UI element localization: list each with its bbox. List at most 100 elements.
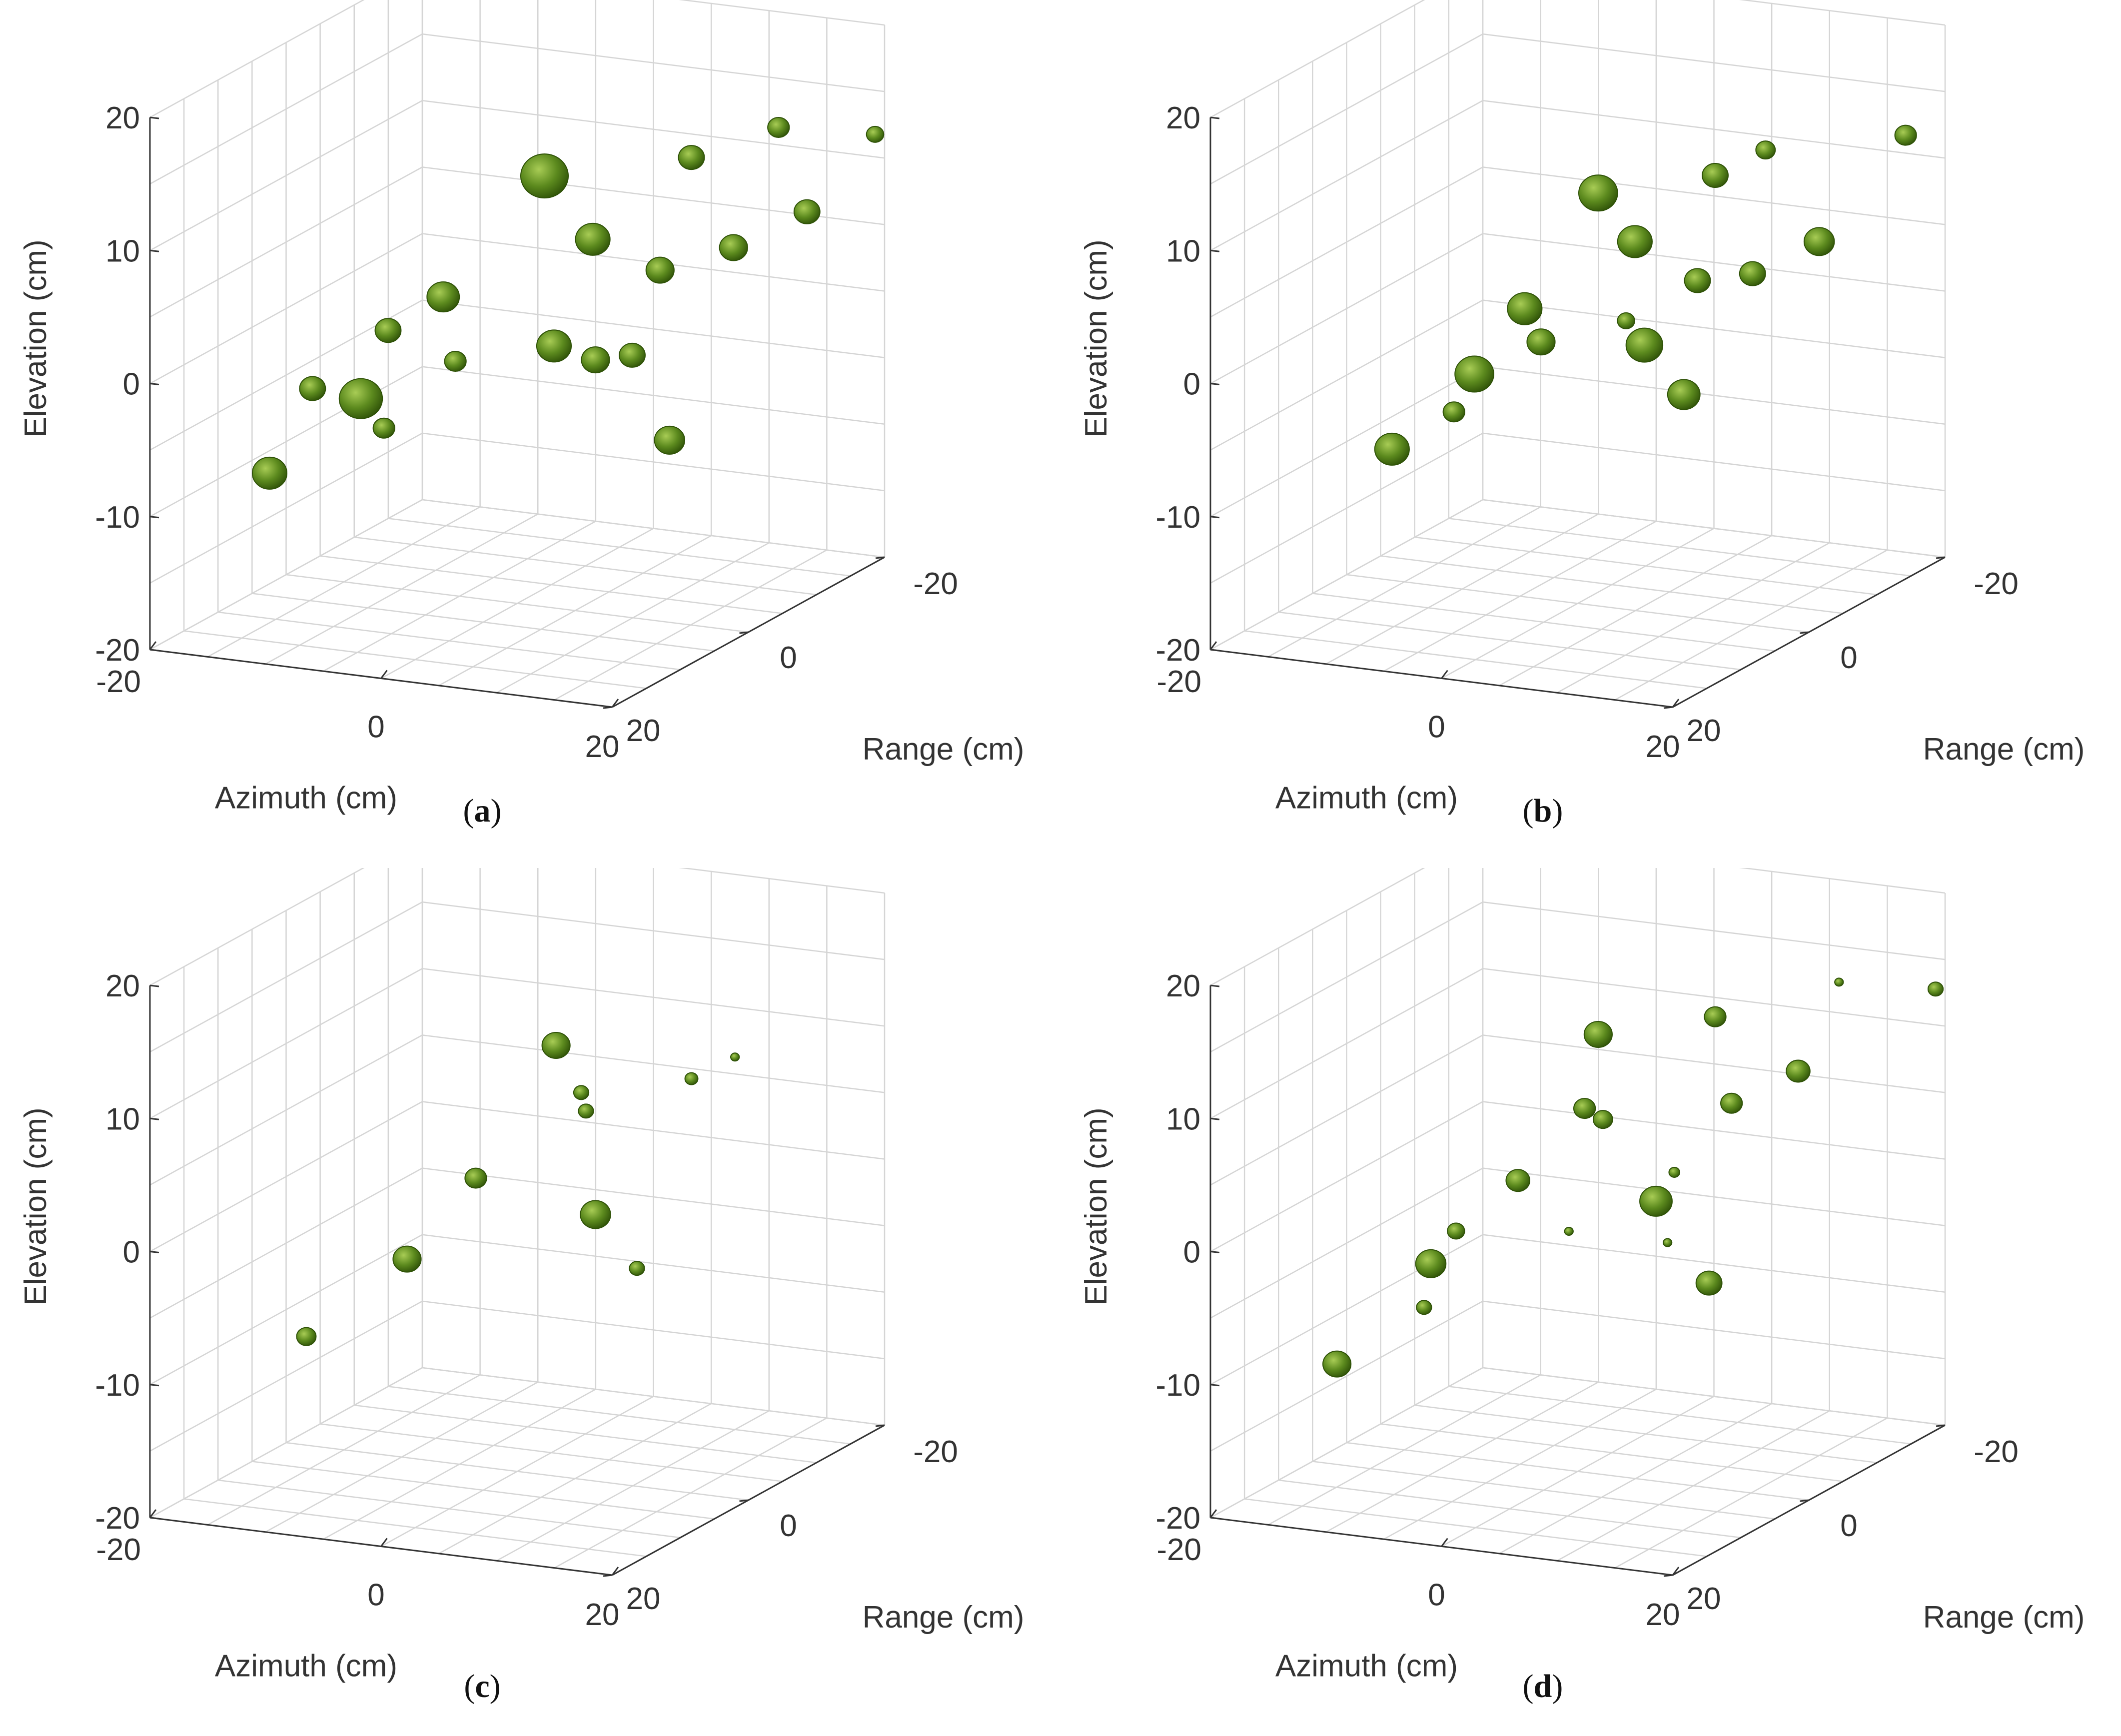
grid-line xyxy=(1244,1498,1707,1557)
data-point xyxy=(1668,1167,1681,1178)
data-point xyxy=(645,256,675,284)
data-point xyxy=(296,1327,317,1346)
range-tick xyxy=(739,1499,749,1502)
elevation-tick-label: -10 xyxy=(1155,500,1200,535)
elevation-tick-label: -10 xyxy=(1155,1368,1200,1403)
data-point xyxy=(1625,327,1664,363)
axis-lines xyxy=(149,116,885,709)
azimuth-tick-label: 20 xyxy=(1646,730,1680,764)
azimuth-axis-label: Azimuth (cm) xyxy=(215,781,397,816)
range-tick-label: 20 xyxy=(626,1582,661,1616)
data-point xyxy=(581,346,610,374)
elevation-tick xyxy=(1210,1251,1220,1253)
grid-line xyxy=(1210,33,1483,185)
data-point xyxy=(573,1085,590,1100)
grid-line xyxy=(1557,1410,1830,1562)
elevation-axis-label: Elevation (cm) xyxy=(1079,239,1113,437)
grid-line xyxy=(1499,1403,1772,1554)
azimuth-axis-label: Azimuth (cm) xyxy=(215,1649,397,1684)
grid-line xyxy=(149,166,423,318)
data-point xyxy=(1894,124,1917,146)
data-point xyxy=(1526,328,1556,356)
grid-line xyxy=(1210,233,1483,384)
grid-line xyxy=(183,630,647,689)
grid-line xyxy=(1278,611,1741,671)
data-point xyxy=(251,456,288,490)
azimuth-tick xyxy=(149,641,157,650)
grid-line xyxy=(1482,1101,1946,1160)
range-tick xyxy=(875,556,885,559)
axis-lines xyxy=(1209,116,1946,709)
elevation-tick-label: 20 xyxy=(1166,101,1200,135)
data-point xyxy=(1667,379,1701,410)
azimuth-tick xyxy=(1441,670,1448,679)
range-tick xyxy=(603,1574,613,1577)
azimuth-tick-label: 0 xyxy=(367,710,384,745)
data-point xyxy=(575,222,611,256)
elevation-tick xyxy=(1210,1517,1220,1520)
grid-line xyxy=(496,542,770,694)
grid-line xyxy=(1210,968,1483,1119)
data-point xyxy=(1720,1092,1743,1114)
elevation-tick xyxy=(149,383,159,385)
data-point xyxy=(1617,225,1653,258)
grid-line xyxy=(1278,1479,1741,1539)
data-point xyxy=(1564,1227,1574,1236)
grid-line xyxy=(1210,1034,1483,1186)
elevation-tick xyxy=(149,116,159,119)
data-point xyxy=(299,376,326,401)
azimuth-tick-label: -20 xyxy=(96,1533,141,1567)
data-point xyxy=(1739,261,1766,286)
azimuth-axis-label: Azimuth (cm) xyxy=(1275,781,1458,816)
data-points xyxy=(296,1032,740,1346)
data-point xyxy=(1415,1249,1447,1278)
data-point xyxy=(629,1261,645,1276)
data-point xyxy=(372,417,395,439)
range-tick-label: 0 xyxy=(1840,1509,1857,1543)
grid-line xyxy=(1346,1442,1809,1501)
data-point xyxy=(426,281,460,313)
range-tick xyxy=(603,706,613,709)
grid-lines xyxy=(1209,868,1946,1576)
elevation-axis-label: Elevation (cm) xyxy=(18,239,53,437)
grid-line xyxy=(1739,0,1946,26)
elevation-tick-label: -10 xyxy=(95,1368,140,1403)
panel-c: -20 -10 0 10 20 -20 0 20 20 0 -20 Azimuth (cm) Range… xyxy=(0,868,1060,1736)
data-point xyxy=(1583,1021,1613,1048)
panel-caption-b: (b) xyxy=(1522,793,1563,829)
grid-line xyxy=(678,0,885,26)
azimuth-tick xyxy=(1209,641,1217,650)
elevation-tick xyxy=(149,1117,159,1120)
range-tick-label: 0 xyxy=(780,1509,797,1543)
grid-line xyxy=(496,1410,770,1562)
elevation-tick-label: 0 xyxy=(123,367,140,402)
azimuth-tick-label: -20 xyxy=(96,665,141,699)
range-axis-label: Range (cm) xyxy=(863,732,1025,767)
elevation-tick xyxy=(1210,984,1220,987)
data-point xyxy=(730,1052,740,1062)
elevation-tick xyxy=(149,649,159,652)
range-tick-label: -20 xyxy=(913,567,958,601)
data-point xyxy=(1505,1169,1531,1192)
data-point xyxy=(684,1072,699,1085)
azimuth-tick xyxy=(611,1567,619,1576)
data-point xyxy=(1786,1059,1811,1083)
grid-line xyxy=(422,1101,885,1160)
grid-line xyxy=(149,233,423,384)
elevation-tick-label: 20 xyxy=(105,969,140,1003)
grid-line xyxy=(438,1403,712,1554)
data-points xyxy=(1374,124,1917,466)
range-tick-label: -20 xyxy=(913,1435,958,1469)
elevation-tick xyxy=(149,984,159,987)
elevation-axis-label: Elevation (cm) xyxy=(1079,1107,1113,1305)
range-tick-label: 20 xyxy=(626,714,661,748)
grid-lines xyxy=(149,0,886,708)
azimuth-tick-label: 20 xyxy=(585,1598,620,1632)
elevation-tick-label: 10 xyxy=(105,234,140,268)
elevation-tick xyxy=(1210,116,1220,119)
grid-line xyxy=(1210,901,1483,1053)
azimuth-tick xyxy=(1672,699,1680,708)
